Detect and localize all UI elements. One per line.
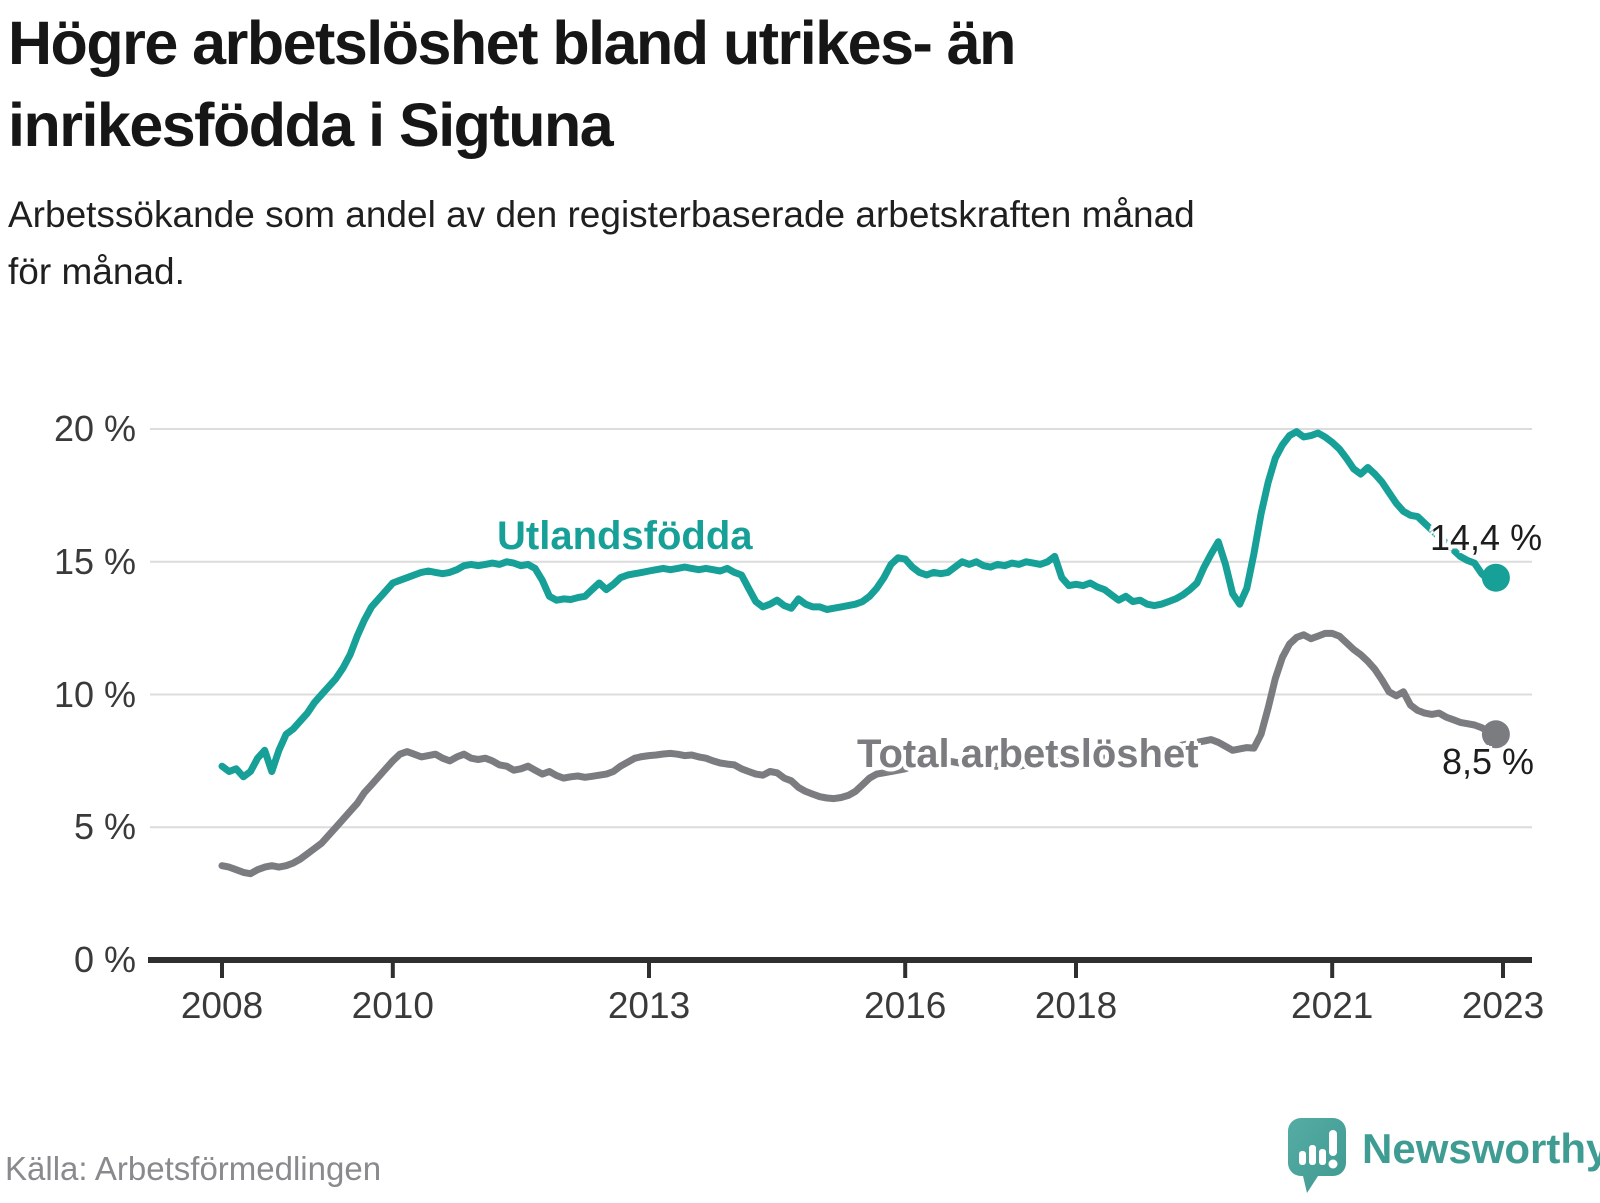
x-axis-tick-label: 2018 bbox=[1034, 985, 1118, 1026]
subtitle-line-2: för månad. bbox=[8, 251, 185, 292]
x-axis-tick-label: 2021 bbox=[1291, 985, 1374, 1026]
title-line-2: inrikesfödda i Sigtuna bbox=[8, 91, 614, 159]
y-axis-tick-label: 0 % bbox=[73, 939, 136, 980]
series-label-utlandsfodda: Utlandsfödda bbox=[497, 514, 753, 558]
source-note: Källa: Arbetsförmedlingen bbox=[5, 1150, 382, 1187]
page-title: Högre arbetslöshet bland utrikes- än inr… bbox=[8, 2, 1568, 166]
y-axis-tick-label: 5 % bbox=[73, 806, 136, 848]
x-axis-tick-label: 2013 bbox=[607, 985, 691, 1026]
end-value-label-total: 8,5 % bbox=[1442, 741, 1535, 782]
y-axis-tick-label: 10 % bbox=[53, 673, 136, 715]
x-axis-tick-label: 2010 bbox=[351, 985, 434, 1026]
y-axis-tick-label: 20 % bbox=[53, 408, 136, 449]
newsworthy-logo: Newsworthy bbox=[1288, 1118, 1600, 1198]
x-axis-tick-label: 2008 bbox=[180, 985, 264, 1026]
newsworthy-logo-icon bbox=[1288, 1118, 1346, 1193]
x-axis-tick-label: 2023 bbox=[1461, 985, 1545, 1026]
series-label-total-arbetsloshet: Total arbetslöshet bbox=[857, 732, 1199, 776]
x-axis-tick-label: 2016 bbox=[864, 985, 947, 1026]
y-axis-tick-label: 15 % bbox=[53, 540, 136, 582]
newsworthy-logo-text: Newsworthy bbox=[1362, 1125, 1600, 1172]
chart-subtitle: Arbetssökande som andel av den registerb… bbox=[8, 186, 1568, 300]
subtitle-line-1: Arbetssökande som andel av den registerb… bbox=[8, 194, 1195, 235]
end-value-label-utlandsfodda: 14,4 % bbox=[1430, 517, 1543, 558]
title-line-1: Högre arbetslöshet bland utrikes- än bbox=[8, 9, 1016, 77]
